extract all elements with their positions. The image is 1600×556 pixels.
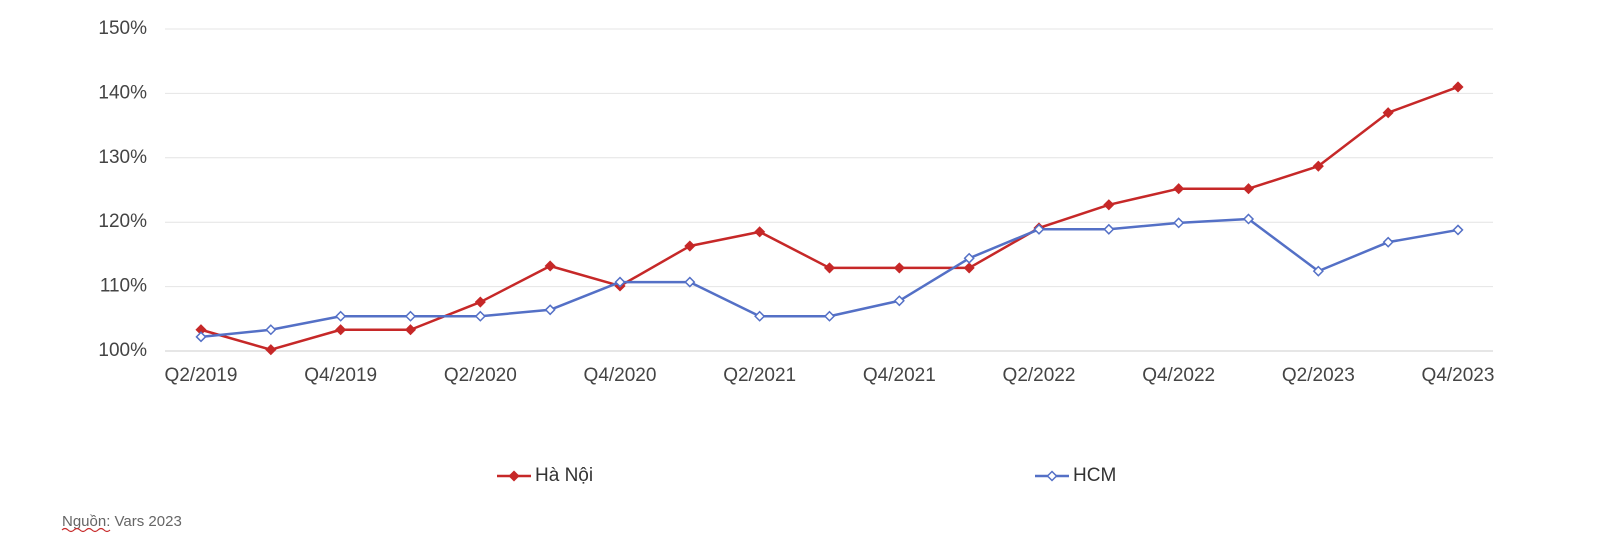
y-tick-label: 120% [98,211,147,232]
data-point [963,262,975,274]
legend-marker [1046,470,1058,482]
data-point [1382,107,1394,119]
data-point [754,226,766,238]
data-point [963,252,975,264]
data-point [404,324,417,336]
y-tick-label: 100% [98,340,147,361]
source-note: Nguồn: Vars 2023 [62,513,182,530]
data-point [823,310,836,322]
data-point [1242,183,1255,195]
x-tick-label: Q4/2019 [304,365,377,386]
data-point [754,310,766,322]
data-point [544,304,556,316]
legend-label: HCM [1073,465,1116,486]
data-point [1033,223,1045,235]
x-tick-label: Q2/2023 [1282,365,1355,386]
x-tick-label: Q2/2019 [165,365,238,386]
data-point [1312,160,1324,172]
data-point [474,296,486,308]
data-point [684,276,696,288]
spell-underline [61,527,111,533]
legend-marker [508,470,520,482]
data-point [195,331,207,343]
data-point [1173,217,1185,229]
data-point [1312,265,1324,277]
x-tick-label: Q4/2021 [863,365,936,386]
data-point [684,240,696,252]
data-point [544,260,556,272]
data-point [1103,199,1115,211]
data-point [1452,81,1464,93]
data-point [1242,213,1255,225]
legend-label: Hà Nội [535,465,593,486]
data-point [1103,223,1115,235]
y-tick-label: 130% [98,147,147,168]
series-line [200,85,1459,351]
data-point [1382,236,1394,248]
data-point [335,324,347,336]
x-tick-label: Q4/2023 [1422,365,1495,386]
x-tick-label: Q2/2020 [444,365,517,386]
x-tick-label: Q4/2022 [1142,365,1215,386]
data-point [1452,224,1464,236]
data-point [404,310,417,322]
data-point [893,295,905,307]
data-point [474,310,486,322]
data-point [893,262,905,274]
data-point [335,310,347,322]
data-point [823,262,836,274]
y-tick-label: 140% [98,82,147,103]
data-point [265,344,277,356]
y-tick-label: 110% [100,276,147,297]
y-tick-label: 150% [98,18,147,39]
x-tick-label: Q2/2022 [1003,365,1076,386]
data-point [1173,183,1185,195]
x-tick-label: Q4/2020 [584,365,657,386]
data-point [265,324,277,336]
x-tick-label: Q2/2021 [723,365,796,386]
data-point [614,276,626,288]
